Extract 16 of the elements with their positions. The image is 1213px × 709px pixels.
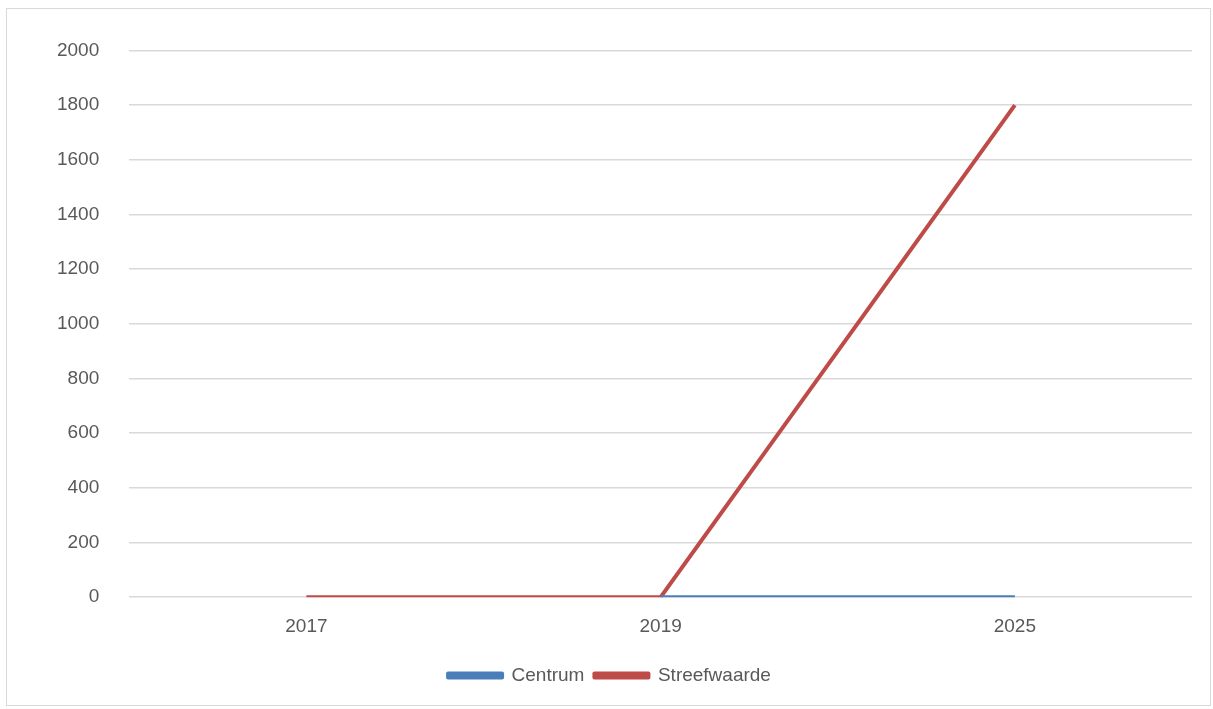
y-tick-label: 800 — [67, 366, 100, 388]
y-tick-label: 1800 — [56, 93, 100, 115]
y-tick-label: 1600 — [56, 147, 100, 169]
x-tick-label: 2017 — [285, 614, 328, 636]
y-tick-label: 1400 — [56, 202, 100, 224]
legend-label: Centrum — [511, 663, 585, 685]
x-tick-label: 2019 — [639, 614, 682, 636]
y-tick-label: 400 — [67, 476, 100, 498]
x-tick-label: 2025 — [993, 614, 1037, 636]
y-tick-label: 1200 — [56, 257, 100, 279]
y-tick-label: 2000 — [56, 38, 100, 60]
y-tick-label: 200 — [67, 530, 100, 552]
y-tick-label: 1000 — [56, 312, 100, 334]
y-tick-label: 0 — [88, 585, 100, 607]
y-tick-label: 600 — [67, 421, 100, 443]
legend-label: Streefwaarde — [657, 663, 771, 685]
